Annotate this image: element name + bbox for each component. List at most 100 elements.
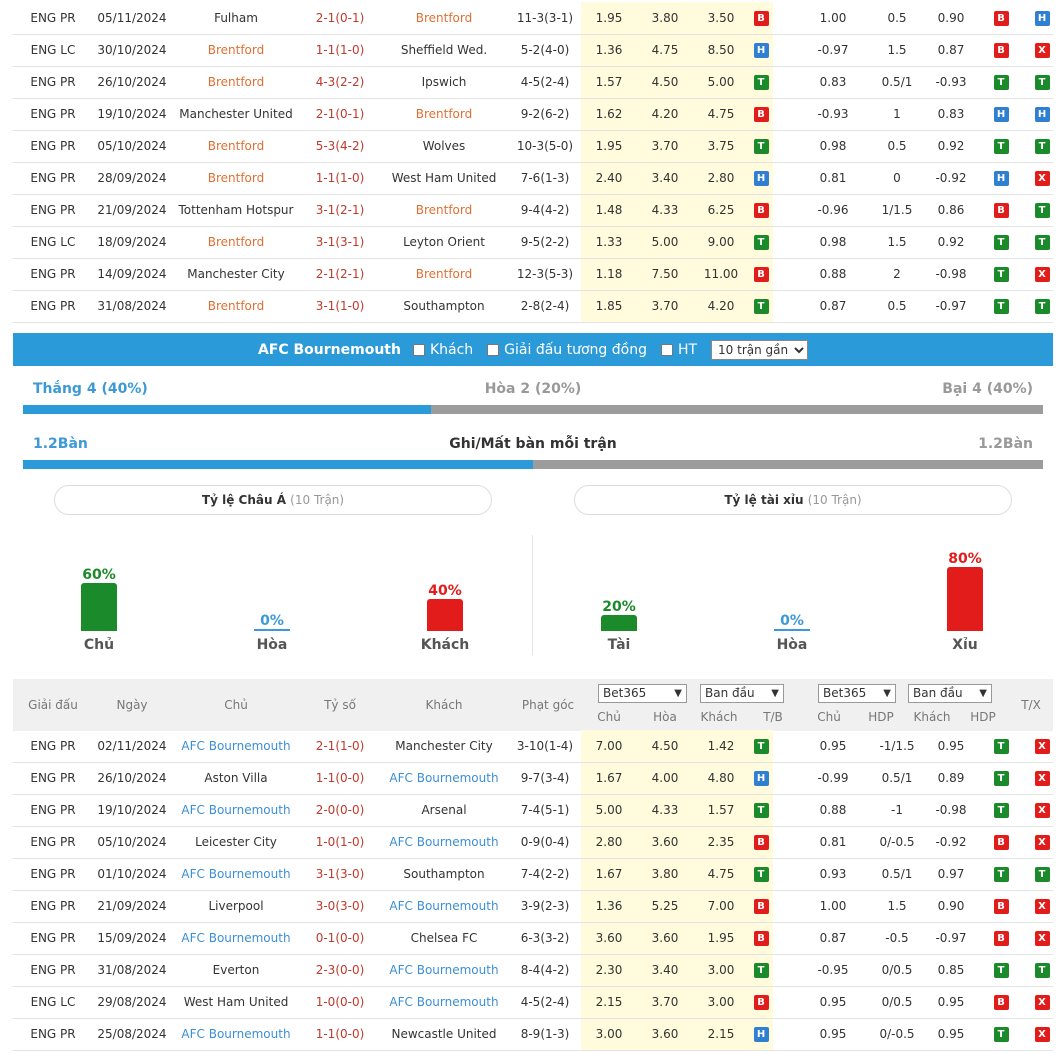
same-league-checkbox[interactable] bbox=[487, 343, 500, 356]
odds-draw-cell: 3.80 bbox=[637, 2, 693, 35]
table-row[interactable]: ENG PR 01/10/2024 AFC Bournemouth 3-1(3-0) S… bbox=[13, 858, 1053, 891]
table-row[interactable]: ENG LC 30/10/2024 Brentford 1-1(1-0) Sheffie… bbox=[13, 34, 1053, 67]
away-team-link[interactable]: Southampton bbox=[379, 290, 509, 323]
ou-result-badge-cell: T bbox=[1031, 290, 1053, 323]
home-team-link[interactable]: Aston Villa bbox=[171, 762, 301, 795]
odds-type-select[interactable]: Ban đầu ▼ bbox=[700, 684, 784, 703]
away-team-link[interactable]: AFC Bournemouth bbox=[379, 954, 509, 987]
ou-col-0: 20% Tài bbox=[579, 599, 659, 653]
away-team-link[interactable]: Ipswich bbox=[379, 66, 509, 99]
away-team-link[interactable]: Chelsea FC bbox=[379, 922, 509, 955]
home-team-link[interactable]: Everton bbox=[171, 954, 301, 987]
table-row[interactable]: ENG PR 25/08/2024 AFC Bournemouth 1-1(0-0) N… bbox=[13, 1018, 1053, 1051]
home-team-link[interactable]: Brentford bbox=[171, 66, 301, 99]
away-team-link[interactable]: Wolves bbox=[379, 130, 509, 163]
table-row[interactable]: ENG PR 19/10/2024 Manchester United 2-1(0-1… bbox=[13, 98, 1053, 131]
away-team-link[interactable]: Newcastle United bbox=[379, 1018, 509, 1051]
table-row[interactable]: ENG PR 31/08/2024 Brentford 3-1(1-0) Southam… bbox=[13, 290, 1053, 323]
ht-checkbox[interactable] bbox=[660, 343, 673, 356]
table-row[interactable]: ENG PR 26/10/2024 Brentford 4-3(2-2) Ipswich… bbox=[13, 66, 1053, 99]
home-team-link[interactable]: Brentford bbox=[171, 290, 301, 323]
table-row[interactable]: ENG PR 14/09/2024 Manchester City 2-1(2-1) B… bbox=[13, 258, 1053, 291]
table-row[interactable]: ENG PR 02/11/2024 AFC Bournemouth 2-1(1-0) M… bbox=[13, 730, 1053, 763]
ou-result-badge-cell: X bbox=[1031, 986, 1053, 1019]
table-row[interactable]: ENG PR 19/10/2024 AFC Bournemouth 2-0(0-0) A… bbox=[13, 794, 1053, 827]
home-team-link[interactable]: Manchester City bbox=[171, 258, 301, 291]
odds-bookmaker-select[interactable]: Bet365 ▼ bbox=[598, 684, 687, 703]
home-team-link[interactable]: AFC Bournemouth bbox=[171, 1018, 301, 1051]
home-team-link[interactable]: Tottenham Hotspur bbox=[171, 194, 301, 227]
table-row[interactable]: ENG LC 18/09/2024 Brentford 3-1(3-1) Leyton … bbox=[13, 226, 1053, 259]
home-team-link[interactable]: Brentford bbox=[171, 162, 301, 195]
hdp-result-badge-cell: B bbox=[971, 986, 1031, 1019]
away-team-link[interactable]: Brentford bbox=[379, 98, 509, 131]
home-team-link[interactable]: AFC Bournemouth bbox=[171, 794, 301, 827]
hdp-home-cell: 0.88 bbox=[803, 258, 863, 291]
home-team-link[interactable]: Manchester United bbox=[171, 98, 301, 131]
home-team-link[interactable]: Fulham bbox=[171, 2, 301, 35]
hdp-type-select[interactable]: Ban đầu ▼ bbox=[908, 684, 992, 703]
table-row[interactable]: ENG PR 05/10/2024 Leicester City 1-0(1-0) AF… bbox=[13, 826, 1053, 859]
hdp-home-cell: 0.98 bbox=[803, 226, 863, 259]
ou-sub: (10 Trận) bbox=[807, 493, 862, 507]
table-row[interactable]: ENG PR 05/10/2024 Brentford 5-3(4-2) Wolves 1… bbox=[13, 130, 1053, 163]
hdp-away-cell: 0.92 bbox=[931, 130, 971, 163]
away-team-link[interactable]: Sheffield Wed. bbox=[379, 34, 509, 67]
home-team-link[interactable]: AFC Bournemouth bbox=[171, 730, 301, 763]
away-team-link[interactable]: Leyton Orient bbox=[379, 226, 509, 259]
odds-away-cell: 1.57 bbox=[693, 794, 749, 827]
table-row[interactable]: ENG PR 28/09/2024 Brentford 1-1(1-0) West Ha… bbox=[13, 162, 1053, 195]
ou-result-badge: X bbox=[1034, 1027, 1050, 1042]
away-checkbox[interactable] bbox=[412, 343, 425, 356]
filter-away-option[interactable]: Khách bbox=[412, 342, 473, 358]
hdp-result-badge: T bbox=[993, 963, 1009, 978]
table-row[interactable]: ENG PR 31/08/2024 Everton 2-3(0-0) AFC Bourn… bbox=[13, 954, 1053, 987]
home-team-link[interactable]: Brentford bbox=[171, 34, 301, 67]
recent-matches-select[interactable]: 10 trận gần bbox=[711, 339, 809, 360]
home-team-link[interactable]: Brentford bbox=[171, 226, 301, 259]
table-row[interactable]: ENG PR 05/11/2024 Fulham 2-1(0-1) Brentford 1… bbox=[13, 2, 1053, 35]
away-team-link[interactable]: AFC Bournemouth bbox=[379, 826, 509, 859]
home-team-link[interactable]: AFC Bournemouth bbox=[171, 922, 301, 955]
hdp-line-cell: 0/-0.5 bbox=[863, 1018, 931, 1051]
away-team-link[interactable]: Brentford bbox=[379, 2, 509, 35]
column-label: Tài bbox=[607, 637, 631, 653]
goals-conceded: 1.2Bàn bbox=[978, 436, 1033, 452]
goals-title: Ghi/Mất bàn mỗi trận bbox=[449, 436, 617, 452]
filter-same-league-option[interactable]: Giải đấu tương đồng bbox=[487, 342, 647, 358]
home-team-link[interactable]: Brentford bbox=[171, 130, 301, 163]
home-team-link[interactable]: Leicester City bbox=[171, 826, 301, 859]
odds-draw-cell: 4.75 bbox=[637, 34, 693, 67]
hdp-result-badge-cell: T bbox=[971, 730, 1031, 763]
table-row[interactable]: ENG PR 26/10/2024 Aston Villa 1-1(0-0) AFC B… bbox=[13, 762, 1053, 795]
col-hdp: HDP bbox=[868, 710, 894, 724]
table-row[interactable]: ENG PR 15/09/2024 AFC Bournemouth 0-1(0-0) C… bbox=[13, 922, 1053, 955]
hdp-result-badge-cell: B bbox=[971, 922, 1031, 955]
table-row[interactable]: ENG LC 29/08/2024 West Ham United 1-0(0-0) A… bbox=[13, 986, 1053, 1019]
away-team-link[interactable]: West Ham United bbox=[379, 162, 509, 195]
home-team-link[interactable]: Liverpool bbox=[171, 890, 301, 923]
hdp-bookmaker-select[interactable]: Bet365 ▼ bbox=[818, 684, 896, 703]
odds-draw-cell: 4.00 bbox=[637, 762, 693, 795]
result-badge: T bbox=[753, 738, 769, 754]
away-team-link[interactable]: Brentford bbox=[379, 258, 509, 291]
away-team-link[interactable]: AFC Bournemouth bbox=[379, 890, 509, 923]
table-row[interactable]: ENG PR 21/09/2024 Liverpool 3-0(3-0) AFC Bou… bbox=[13, 890, 1053, 923]
away-team-link[interactable]: Brentford bbox=[379, 194, 509, 227]
odds-away-cell: 3.50 bbox=[693, 2, 749, 35]
home-team-link[interactable]: West Ham United bbox=[171, 986, 301, 1019]
away-team-link[interactable]: Southampton bbox=[379, 858, 509, 891]
score-cell: 1-1(1-0) bbox=[301, 162, 379, 195]
away-team-link[interactable]: Manchester City bbox=[379, 730, 509, 763]
home-team-link[interactable]: AFC Bournemouth bbox=[171, 858, 301, 891]
away-team-link[interactable]: AFC Bournemouth bbox=[379, 762, 509, 795]
hdp-home-cell: 0.81 bbox=[803, 826, 863, 859]
table-row[interactable]: ENG PR 21/09/2024 Tottenham Hotspur 3-1(2-1… bbox=[13, 194, 1053, 227]
away-team-link[interactable]: Arsenal bbox=[379, 794, 509, 827]
score-cell: 2-1(1-0) bbox=[301, 730, 379, 763]
odds-home-cell: 1.85 bbox=[581, 290, 637, 323]
spacer-cell bbox=[773, 66, 803, 99]
col-tx: T/X bbox=[1021, 698, 1041, 712]
filter-ht-option[interactable]: HT bbox=[660, 342, 697, 358]
away-team-link[interactable]: AFC Bournemouth bbox=[379, 986, 509, 1019]
